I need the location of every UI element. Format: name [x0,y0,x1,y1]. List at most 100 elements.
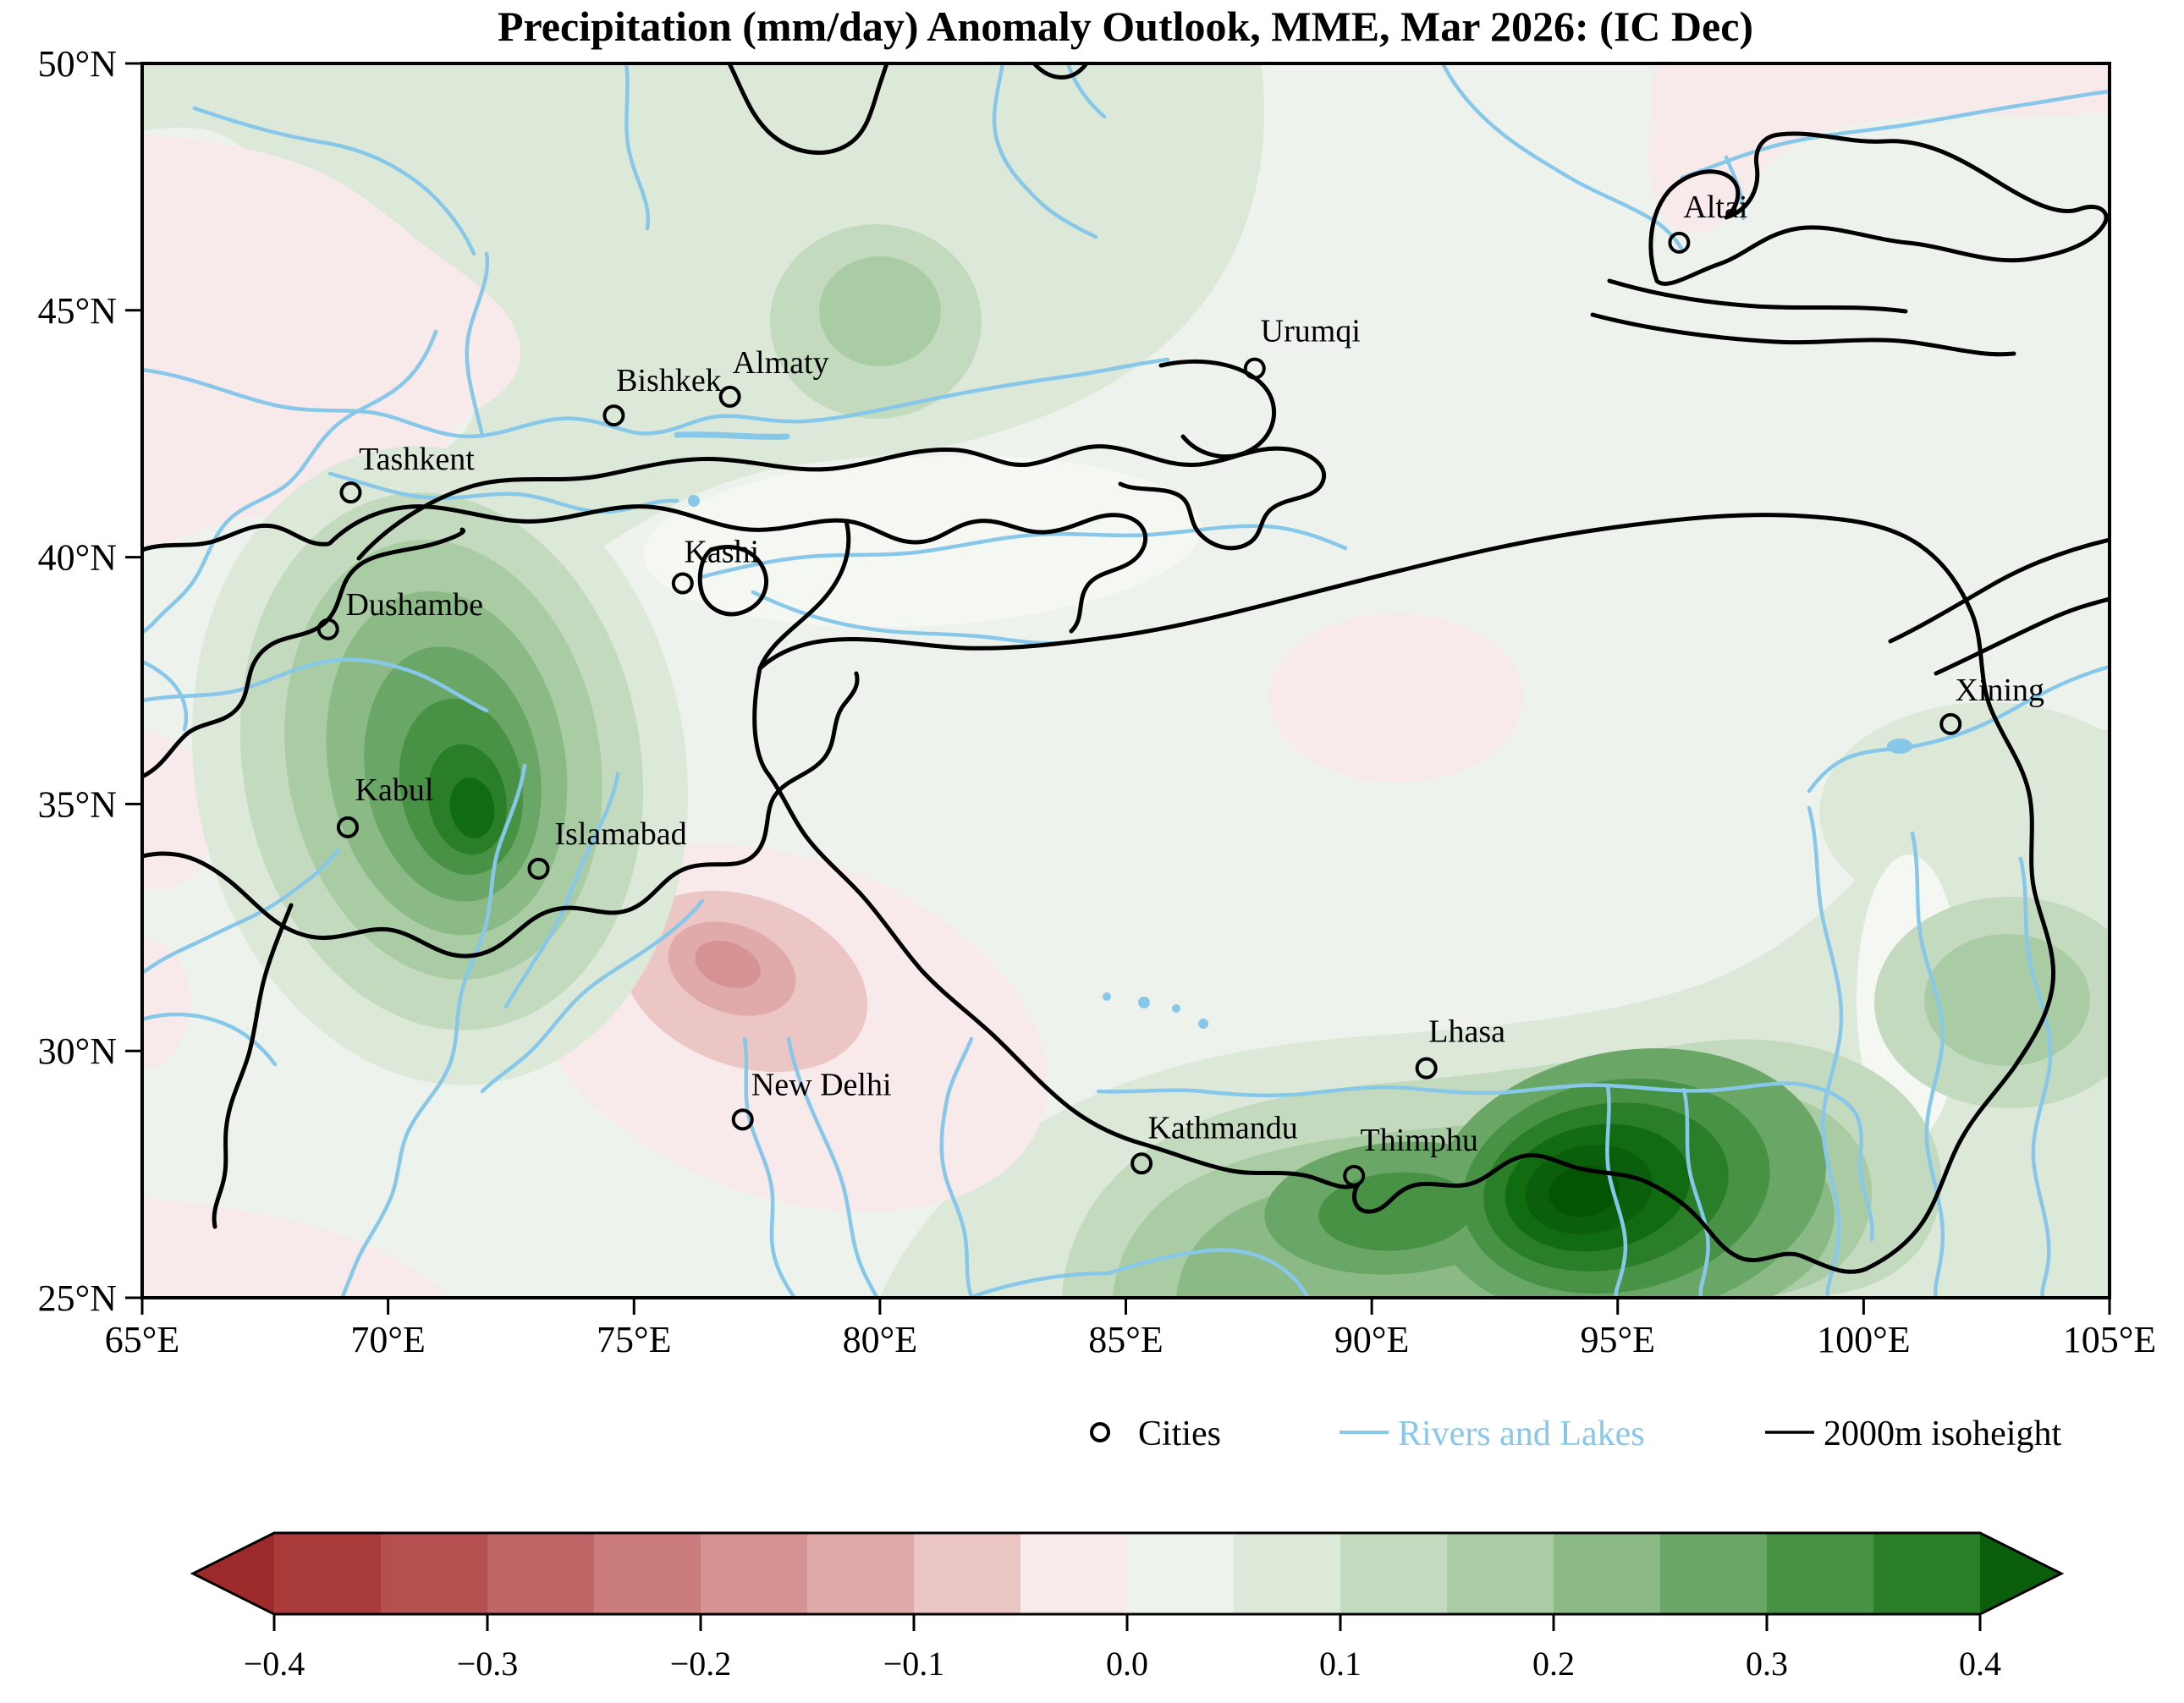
city-label: Thimphu [1361,1123,1478,1158]
colorbar-tick-label: −0.4 [244,1645,305,1683]
city-marker-icon [1131,1152,1153,1175]
colorbar-segment [1127,1533,1235,1614]
x-tick-label: 100°E [1817,1319,1910,1360]
city-urumqi: Urumqi [1243,314,1361,380]
city-label: Kashi [684,535,759,570]
city-label: Bishkek [616,363,722,398]
cities-layer: Altai Urumqi Almaty Bishkek Tashkent Kashi Dus… [316,190,2044,1187]
city-label: Kathmandu [1147,1110,1297,1145]
city-new-delhi: New Delhi [731,1067,892,1131]
city-xining: Xining [1939,673,2044,735]
city-marker-icon [671,572,694,595]
city-label: New Delhi [751,1067,892,1102]
colorbar: −0.4 −0.3 −0.2 −0.1 0.0 0.1 0.2 0.3 0.4 [190,1531,2065,1683]
city-bishkek: Bishkek [602,363,722,427]
map-area: Altai Urumqi Almaty Bishkek Tashkent Kashi Dus… [142,63,2110,1298]
city-label: Urumqi [1261,314,1361,349]
city-marker-icon [602,404,625,427]
city-label: Islamabad [554,816,686,852]
city-islamabad: Islamabad [527,816,687,880]
colorbar-tick-label: −0.3 [457,1645,519,1683]
y-tick-label: 30°N [38,1030,117,1072]
y-tick-label: 25°N [38,1277,117,1319]
legend: Cities Rivers and Lakes 2000m isoheight [1090,1415,2061,1453]
city-altai: Altai [1668,190,1747,254]
colorbar-segment [1234,1533,1341,1614]
y-tick-label: 40°N [38,537,117,579]
city-label: Altai [1683,190,1747,225]
colorbar-tick-label: 0.2 [1532,1645,1575,1683]
contour-fill-layer [142,63,2110,1298]
colorbar-segment [1873,1533,1981,1614]
x-tick-label: 95°E [1581,1319,1655,1360]
city-marker-icon [336,816,359,838]
city-label: Lhasa [1428,1014,1505,1050]
city-marker-icon [1668,231,1691,254]
city-kathmandu: Kathmandu [1131,1110,1298,1175]
city-lhasa: Lhasa [1415,1014,1505,1079]
legend-cities-label: Cities [1138,1415,1221,1453]
colorbar-segment [381,1533,488,1614]
colorbar-tick-label: −0.2 [670,1645,732,1683]
city-marker-icon [527,857,550,880]
x-tick-label: 80°E [843,1319,917,1360]
city-marker-icon [731,1108,754,1131]
colorbar-segment [1020,1533,1128,1614]
city-label: Almaty [733,345,829,381]
city-marker-icon [1415,1057,1438,1079]
y-axis: 50°N 45°N 40°N 35°N 30°N 25°N [38,43,142,1319]
colorbar-segment [1767,1533,1874,1614]
colorbar-segment [914,1533,1021,1614]
colorbar-segment [1340,1533,1448,1614]
city-tashkent: Tashkent [339,442,475,504]
x-tick-label: 75°E [597,1319,671,1360]
colorbar-tick-label: 0.1 [1319,1645,1362,1683]
x-tick-label: 65°E [105,1319,179,1360]
legend-rivers-label: Rivers and Lakes [1398,1415,1645,1453]
y-tick-label: 50°N [38,43,117,85]
city-label: Dushambe [345,587,483,623]
city-marker-icon [718,385,741,408]
colorbar-segment [594,1533,701,1614]
city-marker-icon [316,618,339,640]
colorbar-segment [487,1533,595,1614]
x-tick-label: 70°E [350,1319,425,1360]
isoheight-layer [142,63,2110,1274]
legend-isoheight-label: 2000m isoheight [1824,1415,2061,1453]
legend-city-marker-icon [1090,1422,1110,1442]
colorbar-segment [701,1533,808,1614]
city-almaty: Almaty [718,345,829,408]
x-tick-label: 90°E [1334,1319,1409,1360]
y-tick-label: 35°N [38,783,117,825]
x-tick-label: 85°E [1088,1319,1163,1360]
x-axis: 65°E 70°E 75°E 80°E 85°E 90°E 95°E 100°E 105°E [105,1298,2156,1360]
colorbar-extend-right [1980,1533,2061,1614]
colorbar-extend-left [193,1533,274,1614]
colorbar-tick-label: 0.0 [1106,1645,1148,1683]
city-kabul: Kabul [336,772,434,838]
colorbar-segment [1660,1533,1768,1614]
city-dushambe: Dushambe [316,587,483,640]
city-label: Xining [1955,673,2044,708]
colorbar-tick-label: 0.4 [1959,1645,2001,1683]
colorbar-segment [807,1533,915,1614]
city-marker-icon [339,481,362,504]
city-marker-icon [1939,712,1962,735]
city-marker-icon [1243,357,1266,380]
city-marker-icon [1343,1164,1366,1187]
colorbar-segment [1447,1533,1554,1614]
city-label: Kabul [355,772,434,808]
colorbar-tick-label: −0.1 [883,1645,945,1683]
city-label: Tashkent [359,442,475,477]
colorbar-tick-label: 0.3 [1746,1645,1788,1683]
city-kashi: Kashi [671,535,759,595]
page-title: Precipitation (mm/day) Anomaly Outlook, … [498,3,1753,50]
y-tick-label: 45°N [38,290,117,332]
x-tick-label: 105°E [2063,1319,2156,1360]
city-thimphu: Thimphu [1343,1123,1478,1187]
colorbar-segment [1554,1533,1661,1614]
rivers-layer [142,63,2110,1298]
colorbar-segment [274,1533,382,1614]
